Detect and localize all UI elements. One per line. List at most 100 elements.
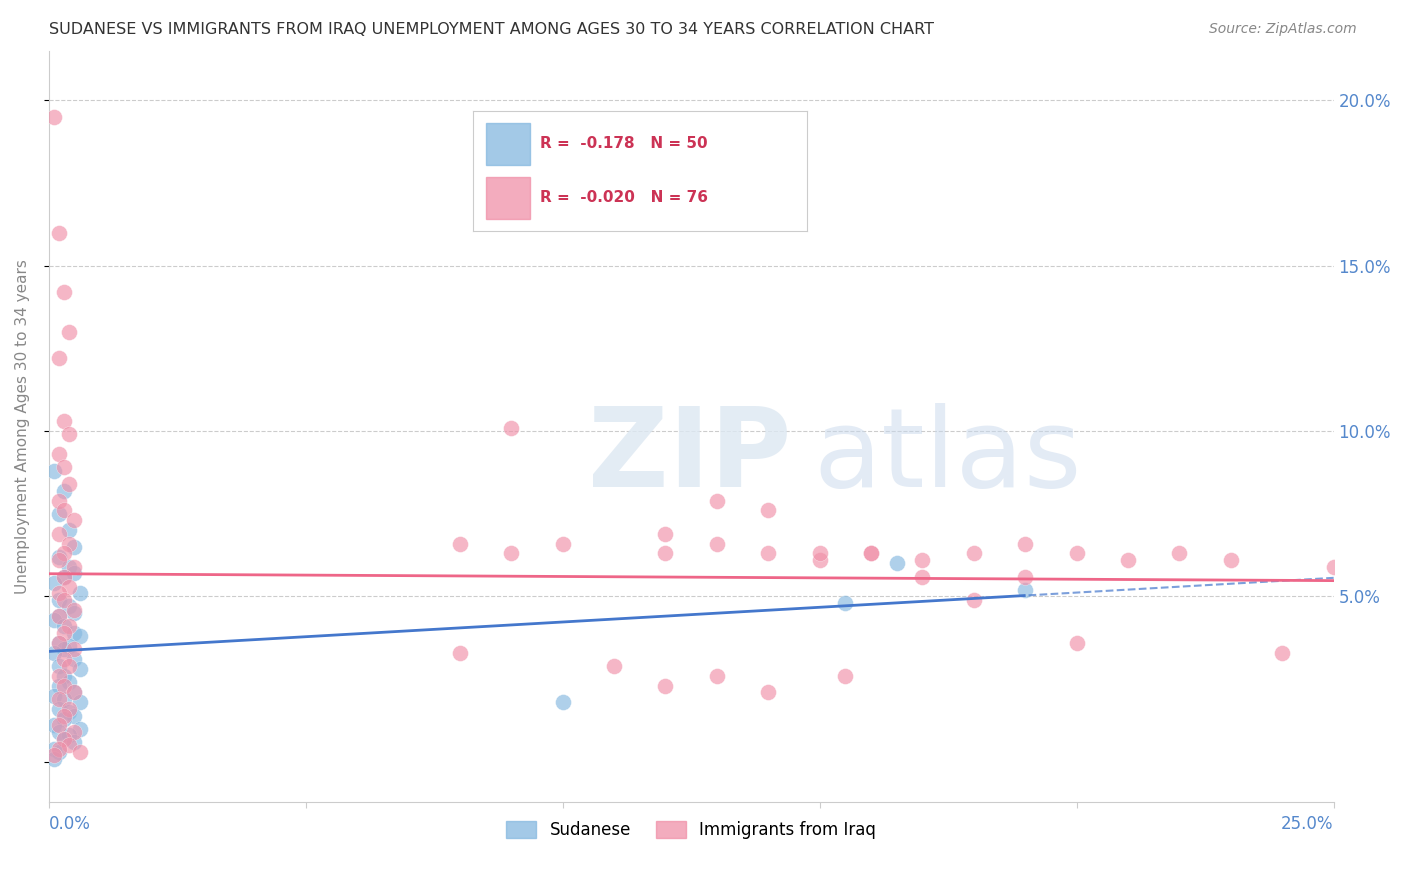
Point — [58, 427, 80, 442]
Point — [48, 447, 70, 461]
Point — [1323, 559, 1346, 574]
Point — [53, 692, 76, 706]
Point — [42, 464, 65, 478]
Y-axis label: Unemployment Among Ages 30 to 34 years: Unemployment Among Ages 30 to 34 years — [15, 259, 30, 593]
Point — [69, 695, 91, 709]
Point — [42, 748, 65, 763]
Point — [58, 659, 80, 673]
Point — [42, 110, 65, 124]
Point — [756, 685, 779, 699]
Point — [48, 725, 70, 739]
Point — [1014, 569, 1036, 583]
Point — [1168, 546, 1191, 560]
Point — [963, 546, 986, 560]
Point — [58, 536, 80, 550]
Point — [449, 646, 471, 660]
Point — [501, 546, 523, 560]
Point — [53, 708, 76, 723]
Point — [48, 526, 70, 541]
Point — [69, 745, 91, 759]
Point — [42, 689, 65, 703]
Point — [963, 592, 986, 607]
Point — [551, 695, 574, 709]
Point — [53, 679, 76, 693]
Point — [48, 741, 70, 756]
Point — [63, 642, 86, 657]
Text: atlas: atlas — [813, 402, 1081, 509]
Point — [58, 599, 80, 614]
Point — [69, 662, 91, 676]
Point — [42, 646, 65, 660]
Point — [48, 507, 70, 521]
Point — [48, 636, 70, 650]
Point — [48, 609, 70, 624]
Point — [58, 524, 80, 538]
Point — [48, 659, 70, 673]
Point — [48, 745, 70, 759]
Point — [53, 414, 76, 428]
Point — [53, 619, 76, 633]
Point — [48, 549, 70, 564]
Point — [48, 702, 70, 716]
Point — [48, 692, 70, 706]
Point — [1116, 553, 1139, 567]
Point — [48, 351, 70, 366]
Point — [63, 735, 86, 749]
Point — [808, 546, 831, 560]
Point — [42, 576, 65, 591]
Point — [63, 540, 86, 554]
Point — [48, 226, 70, 240]
Point — [63, 652, 86, 666]
Point — [834, 596, 856, 610]
Point — [69, 586, 91, 600]
Point — [48, 592, 70, 607]
Point — [42, 613, 65, 627]
Point — [603, 659, 626, 673]
Point — [58, 580, 80, 594]
Point — [63, 725, 86, 739]
Point — [63, 606, 86, 620]
Point — [48, 553, 70, 567]
Point — [42, 741, 65, 756]
Point — [53, 460, 76, 475]
Point — [63, 559, 86, 574]
Point — [63, 603, 86, 617]
Point — [53, 285, 76, 300]
Point — [48, 586, 70, 600]
Point — [53, 546, 76, 560]
Text: 25.0%: 25.0% — [1281, 814, 1334, 833]
Text: 0.0%: 0.0% — [49, 814, 90, 833]
Point — [1219, 553, 1241, 567]
Point — [58, 702, 80, 716]
Point — [808, 553, 831, 567]
Text: SUDANESE VS IMMIGRANTS FROM IRAQ UNEMPLOYMENT AMONG AGES 30 TO 34 YEARS CORRELAT: SUDANESE VS IMMIGRANTS FROM IRAQ UNEMPLO… — [49, 22, 934, 37]
Point — [1014, 582, 1036, 597]
Point — [53, 592, 76, 607]
Point — [860, 546, 883, 560]
Point — [53, 669, 76, 683]
Point — [911, 553, 934, 567]
Point — [654, 526, 676, 541]
Point — [42, 718, 65, 732]
Point — [48, 493, 70, 508]
Point — [58, 639, 80, 653]
Point — [69, 629, 91, 643]
Point — [48, 669, 70, 683]
Point — [53, 483, 76, 498]
Point — [53, 569, 76, 583]
Point — [58, 705, 80, 719]
Point — [756, 546, 779, 560]
Text: Source: ZipAtlas.com: Source: ZipAtlas.com — [1209, 22, 1357, 37]
Point — [1066, 546, 1088, 560]
Point — [706, 669, 728, 683]
Point — [860, 546, 883, 560]
Point — [58, 739, 80, 753]
Point — [834, 669, 856, 683]
Point — [58, 559, 80, 574]
Point — [48, 679, 70, 693]
Point — [58, 477, 80, 491]
Point — [756, 503, 779, 517]
Point — [53, 642, 76, 657]
Point — [501, 421, 523, 435]
Point — [1014, 536, 1036, 550]
